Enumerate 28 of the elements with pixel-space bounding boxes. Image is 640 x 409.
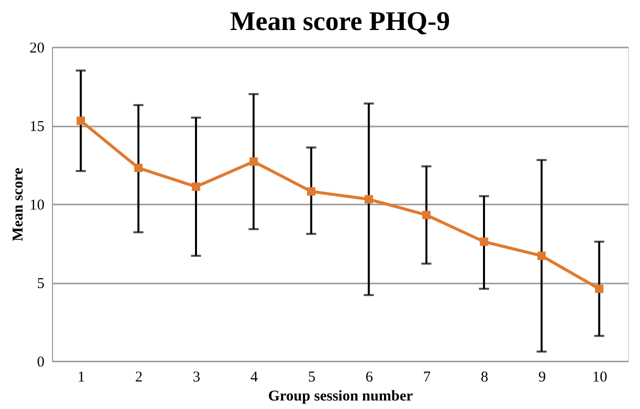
point xyxy=(595,284,604,293)
point xyxy=(192,182,200,191)
y-tick-label: 5 xyxy=(37,276,44,292)
point xyxy=(364,195,373,204)
y-tick-label: 10 xyxy=(30,198,44,214)
point xyxy=(537,252,546,260)
x-tick-label: 1 xyxy=(78,370,86,386)
y-axis-title: Mean score xyxy=(10,167,26,242)
point xyxy=(480,237,488,246)
x-tick-label: 2 xyxy=(135,370,143,386)
point xyxy=(134,164,143,172)
y-tick-label: 15 xyxy=(30,119,44,135)
point xyxy=(422,210,431,220)
x-tick-label: 3 xyxy=(192,370,200,386)
x-tick-label: 9 xyxy=(538,370,546,386)
x-axis-title: Group session number xyxy=(268,388,414,404)
x-tick-label: 8 xyxy=(480,370,488,386)
x-tick-label: 5 xyxy=(308,370,316,386)
point xyxy=(249,157,258,166)
x-tick-label: 10 xyxy=(592,370,608,386)
x-tick-label: 6 xyxy=(366,370,374,386)
x-tick-label: 7 xyxy=(423,370,432,386)
point xyxy=(307,187,316,196)
point xyxy=(76,116,85,125)
x-tick-label: 4 xyxy=(250,370,258,386)
y-tick-label: 0 xyxy=(37,354,44,370)
y-tick-label: 20 xyxy=(30,40,44,56)
chart-title: Mean score PHQ-9 xyxy=(230,6,450,36)
